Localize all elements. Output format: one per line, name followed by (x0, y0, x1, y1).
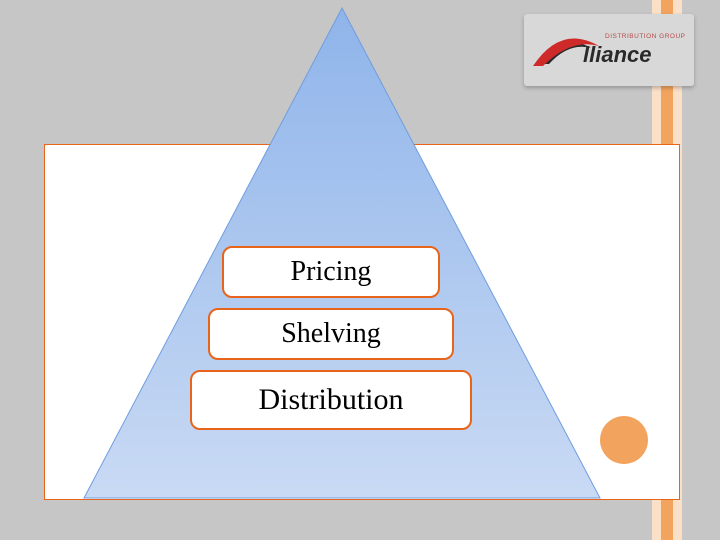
accent-circle (600, 416, 648, 464)
logo-card: lliance DISTRIBUTION GROUP (524, 14, 694, 86)
logo-text-main: lliance (583, 42, 651, 67)
level-shelving: Shelving (208, 308, 454, 360)
level-label: Distribution (258, 383, 403, 417)
level-pricing: Pricing (222, 246, 440, 298)
logo-icon: lliance DISTRIBUTION GROUP (529, 20, 689, 80)
level-label: Pricing (291, 256, 372, 288)
slide: Pricing Shelving Distribution lliance DI… (0, 0, 720, 540)
level-label: Shelving (281, 318, 381, 350)
logo-text-sub: DISTRIBUTION GROUP (605, 33, 686, 40)
level-distribution: Distribution (190, 370, 472, 430)
